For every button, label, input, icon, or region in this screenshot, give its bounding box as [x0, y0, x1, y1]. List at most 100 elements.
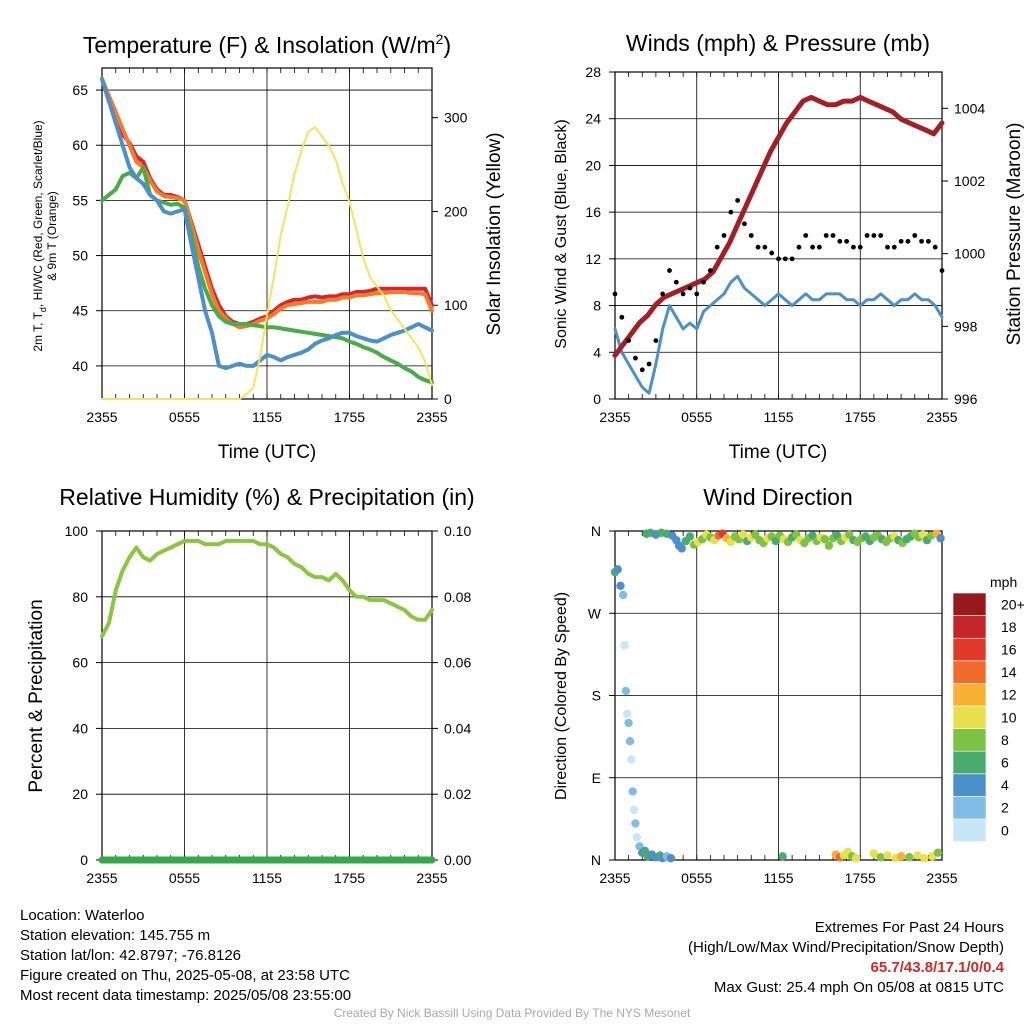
gust-point: [885, 244, 890, 250]
gust-point: [837, 238, 843, 244]
colorbar-swatch: [952, 637, 987, 662]
direction-point: [627, 755, 636, 764]
chart-title: Wind Direction: [703, 484, 853, 510]
direction-point: [851, 853, 861, 863]
gust-point: [925, 238, 931, 244]
x-axis-label: Time (UTC): [729, 442, 828, 463]
colorbar-label: 20+: [1001, 596, 1024, 612]
y2-tick-label: 0.08: [444, 589, 471, 605]
direction-point: [621, 686, 631, 696]
direction-point: [629, 805, 639, 814]
gust-point: [776, 256, 781, 262]
colorbar-label: 0: [1001, 822, 1009, 838]
gust-point: [823, 233, 829, 238]
plot-frame: [101, 67, 433, 400]
gust-point: [667, 268, 672, 273]
gust-point: [816, 244, 822, 250]
x-tick-label: 0555: [169, 409, 200, 425]
humidity-line: [100, 538, 434, 639]
y-tick-label: 24: [585, 111, 601, 127]
y-tick-label: E: [592, 770, 601, 786]
colorbar-swatch: [952, 615, 987, 639]
colorbar-swatch: [952, 773, 987, 797]
created-text: Figure created on Thu, 2025-05-08, at 23…: [20, 967, 350, 984]
gust-point: [898, 238, 904, 244]
gust-point: [742, 221, 747, 227]
colorbar-label: 16: [1001, 642, 1017, 658]
y2-tick-label: 0.06: [444, 655, 471, 671]
y-tick-label: 40: [72, 720, 88, 736]
y-tick-label: N: [591, 523, 601, 539]
gust-point: [735, 198, 741, 203]
colorbar-label: 14: [1001, 664, 1017, 680]
credit-text: Created By Nick Bassill Using Data Provi…: [333, 1006, 691, 1020]
direction-point: [677, 544, 686, 553]
y-tick-label: 65: [72, 82, 88, 98]
gust-point: [871, 233, 877, 238]
y-axis-label: Sonic Wind & Gust (Blue, Black): [553, 119, 570, 348]
gust-point: [851, 244, 856, 250]
panel-3: 2355 0555 1155 1755 2355 0 20 40 60 80 100 0.00 0.02…: [65, 523, 472, 886]
gust-point: [653, 338, 659, 344]
latlon-text: Station lat/lon: 42.8797; -76.8126: [20, 947, 242, 964]
gust-point: [633, 355, 638, 361]
y2-tick-label: 1002: [954, 173, 985, 189]
gust-point: [932, 244, 938, 250]
direction-point: [613, 565, 622, 574]
x-tick-label: 0555: [681, 870, 712, 886]
direction-point: [820, 535, 830, 544]
plot-frame: [614, 71, 943, 400]
gust-point: [694, 291, 700, 297]
gust-point: [619, 314, 625, 320]
direction-point: [631, 819, 640, 828]
y2-tick-label: 0.10: [444, 523, 471, 539]
y2-tick-label: 1004: [954, 100, 985, 116]
y-tick-label: 20: [585, 157, 601, 173]
plot-frame: [614, 530, 943, 861]
y-tick-label: 50: [72, 248, 88, 264]
colorbar-swatch: [952, 592, 987, 616]
colorbar-swatch: [952, 818, 987, 842]
x-tick-label: 1155: [763, 870, 793, 886]
direction-point: [625, 736, 635, 746]
direction-point: [632, 832, 641, 842]
x-tick-label: 1755: [334, 409, 365, 425]
colorbar-label: 2: [1001, 800, 1009, 816]
x-tick-label: 1155: [252, 409, 282, 425]
y2-tick-label: 1000: [954, 246, 985, 262]
y2-tick-label: 200: [444, 203, 468, 219]
y-tick-label: W: [588, 605, 602, 621]
direction-point: [666, 853, 676, 863]
direction-point: [738, 530, 748, 539]
gust-point: [626, 338, 632, 344]
pressure-line: [612, 94, 945, 358]
gust-point: [748, 233, 754, 238]
direction-point: [778, 852, 787, 861]
gust-point: [810, 244, 815, 250]
direction-point: [896, 852, 906, 861]
gust-point: [782, 256, 788, 262]
x-tick-label: 1155: [763, 409, 793, 425]
chart-title: Winds (mph) & Pressure (mb): [626, 30, 930, 56]
direction-point: [620, 641, 629, 650]
direction-point: [824, 541, 834, 550]
y-tick-label: 12: [585, 251, 601, 267]
y-tick-label: 40: [72, 358, 88, 374]
x-tick-label: 0555: [681, 409, 712, 425]
y-tick-label: 4: [593, 344, 601, 360]
direction-point: [920, 853, 929, 863]
y-tick-label: S: [592, 688, 601, 704]
speed-colorbar: mph 0 2 4 6 8 10 12 14 16 18 20+: [952, 574, 1024, 842]
panel-2: 2355 0555 1155 1755 2355 0 4 8 12 16 20 24 28 996 998 1…: [585, 64, 985, 425]
gust-point: [755, 244, 761, 250]
elevation-text: Station elevation: 145.755 m: [20, 927, 211, 944]
y2-axis-label: Station Pressure (Maroon): [1004, 123, 1024, 346]
x-tick-label: 1755: [845, 409, 876, 425]
y-axis-label: Direction (Colored By Speed): [553, 592, 570, 800]
location-text: Location: Waterloo: [20, 907, 145, 924]
y-tick-label: 60: [72, 655, 88, 671]
y2-tick-label: 996: [954, 391, 978, 407]
colorbar-swatch: [952, 796, 987, 820]
wind-line: [613, 274, 944, 395]
